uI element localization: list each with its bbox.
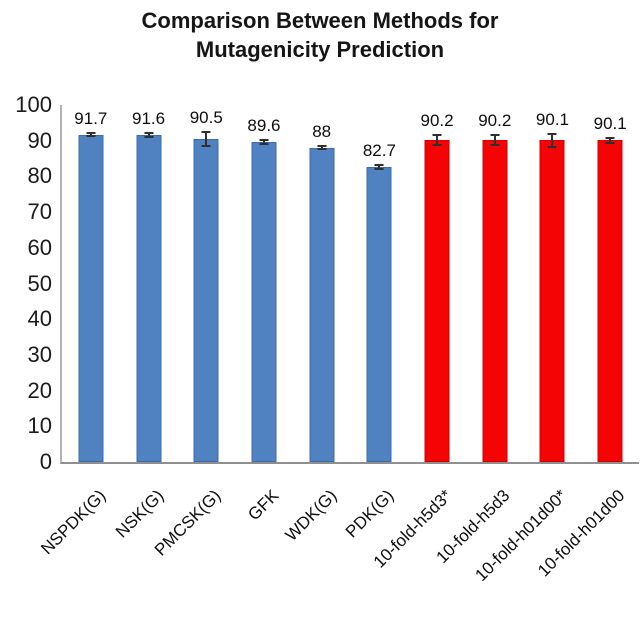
error-bar-cap (259, 139, 269, 141)
bar-slot: 90.5 (177, 105, 235, 462)
bars: 91.7 91.6 90.5 89.6 88 82.7 90.2 90.2 90.1 90.1 (62, 105, 639, 462)
bar-value-label: 90.1 (593, 113, 627, 133)
bar-value-label: 89.6 (247, 116, 281, 135)
bar-value-label: 90.2 (478, 110, 512, 130)
bar-value-label: 88 (312, 122, 332, 142)
chart-title: Comparison Between Methods for Mutagenic… (0, 6, 640, 64)
y-tick-label: 30 (27, 341, 52, 367)
error-bar-cap (547, 132, 557, 135)
bar-slot: 91.6 (120, 105, 178, 462)
error-bar-cap (374, 167, 384, 170)
chart-title-line2: Mutagenicity Prediction (195, 37, 445, 62)
bar (424, 140, 450, 462)
error-bar-cap (547, 145, 557, 148)
error-bar-cap (317, 145, 327, 148)
error-bar-cap (432, 133, 442, 136)
bar-value-label: 90.5 (189, 107, 223, 127)
bar (366, 166, 392, 462)
bar-slot: 82.7 (351, 105, 409, 462)
y-tick-label: 10 (27, 413, 52, 439)
error-bar (89, 132, 92, 137)
bar (136, 135, 162, 462)
error-bar (205, 131, 208, 147)
error-bar (609, 137, 612, 144)
bar-slot: 88 (293, 105, 351, 462)
y-tick-label: 60 (27, 234, 52, 260)
error-bar-cap (259, 143, 269, 146)
bar-slot: 91.7 (62, 105, 120, 462)
bar (251, 142, 277, 462)
bar-slot: 89.6 (235, 105, 293, 462)
x-axis-labels: NSPDK(G) NSK(G) PMCSK(G) GFK WDK(G) PDK(G) 10-… (37, 462, 637, 638)
error-bar-cap (317, 148, 327, 151)
bar-value-label: 91.7 (74, 108, 108, 128)
bar (597, 140, 623, 462)
error-bar-cap (201, 130, 211, 133)
bar-slot: 90.1 (524, 105, 582, 462)
error-bar-cap (605, 136, 615, 139)
plot-area: 91.7 91.6 90.5 89.6 88 82.7 90.2 90.2 90.1 90.1 (60, 105, 639, 464)
error-bar (551, 133, 554, 147)
bar-value-label: 90.2 (420, 110, 454, 130)
y-tick-label: 40 (27, 306, 52, 332)
y-tick-label: 100 (15, 92, 52, 117)
bar-value-label: 82.7 (362, 140, 396, 160)
error-bar-cap (86, 135, 96, 138)
error-bar (493, 134, 496, 146)
error-bar-cap (490, 144, 500, 147)
error-bar-cap (605, 142, 615, 145)
bar-slot: 90.1 (581, 105, 639, 462)
error-bar-cap (86, 131, 96, 134)
y-axis-tick-labels: 0 10 20 30 40 50 60 70 80 90 100 (0, 93, 52, 493)
bar-slot: 90.2 (408, 105, 466, 462)
bar (482, 140, 508, 462)
error-bar-cap (432, 144, 442, 147)
y-tick-label: 20 (27, 377, 52, 403)
y-tick-label: 0 (39, 449, 52, 474)
y-tick-label: 80 (27, 163, 52, 189)
error-bar-cap (490, 133, 500, 136)
bar (309, 147, 335, 462)
bar-value-label: 91.6 (132, 109, 166, 129)
error-bar-cap (201, 145, 211, 148)
error-bar (262, 140, 265, 145)
bar (539, 140, 565, 462)
error-bar (436, 134, 439, 146)
bar-slot: 90.2 (466, 105, 524, 462)
error-bar (378, 164, 381, 169)
error-bar (147, 133, 150, 137)
bar (193, 138, 219, 462)
chart-title-line1: Comparison Between Methods for (141, 8, 499, 33)
error-bar-cap (374, 163, 384, 166)
error-bar-cap (144, 135, 154, 138)
y-tick-label: 50 (27, 270, 52, 296)
bar (78, 134, 104, 462)
error-bar-cap (144, 132, 154, 135)
bar-value-label: 90.1 (535, 109, 570, 129)
y-tick-label: 90 (27, 127, 52, 153)
y-tick-label: 70 (27, 199, 52, 225)
error-bar (320, 146, 323, 150)
